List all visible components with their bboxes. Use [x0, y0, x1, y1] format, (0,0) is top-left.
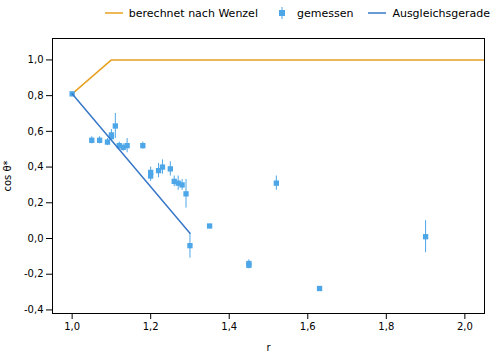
svg-text:0,0: 0,0 [28, 233, 44, 244]
svg-text:-0,2: -0,2 [24, 268, 44, 279]
svg-text:2,0: 2,0 [457, 321, 473, 332]
svg-text:1,6: 1,6 [300, 321, 316, 332]
svg-text:1,0: 1,0 [28, 54, 44, 65]
html-text:Ausgleichsgerade: Ausgleichsgerade [392, 6, 490, 20]
svg-text:0,6: 0,6 [28, 126, 44, 137]
svg-text:cos θ*: cos θ* [2, 160, 13, 191]
svg-text:1,4: 1,4 [221, 321, 237, 332]
svg-text:0,8: 0,8 [28, 90, 44, 101]
svg-text:-0,4: -0,4 [24, 304, 44, 315]
svg-text:1,0: 1,0 [64, 321, 80, 332]
svg-text:0,4: 0,4 [28, 161, 44, 172]
svg-text:r: r [266, 342, 271, 353]
html-text:berechnet nach Wenzel: berechnet nach Wenzel [128, 6, 258, 20]
svg-text:1,8: 1,8 [378, 321, 394, 332]
svg-text:1,2: 1,2 [143, 321, 159, 332]
html-text:gemessen: gemessen [297, 6, 354, 20]
svg-text:0,2: 0,2 [28, 197, 44, 208]
